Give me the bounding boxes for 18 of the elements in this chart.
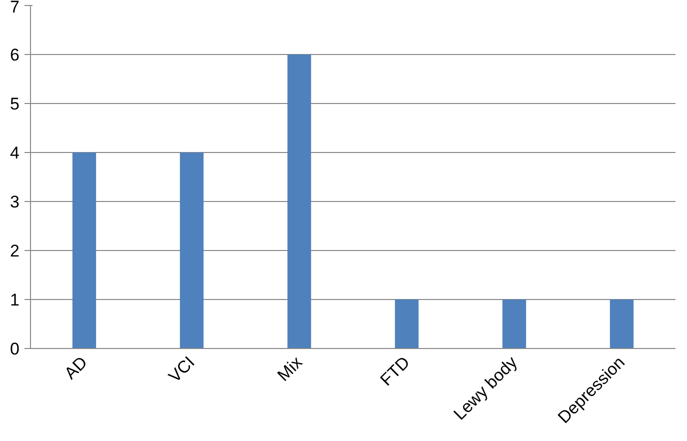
- bar: [610, 300, 634, 348]
- y-tick-label: 3: [10, 192, 20, 212]
- bar: [72, 152, 96, 348]
- y-tick-label: 5: [10, 94, 20, 114]
- x-tick-label: FTD: [376, 352, 414, 390]
- bar: [180, 152, 204, 348]
- y-tick-label: 6: [10, 46, 20, 64]
- bar: [287, 54, 312, 348]
- bar: [502, 300, 526, 348]
- y-tick-label: 2: [10, 242, 20, 260]
- x-tick-label: VCI: [164, 352, 198, 386]
- bar: [394, 300, 419, 348]
- x-tick-label: AD: [60, 352, 91, 383]
- x-tick-label: Mix: [274, 352, 306, 385]
- y-tick-label: 0: [10, 340, 20, 358]
- y-tick-label: 4: [10, 144, 20, 162]
- y-tick-label: 1: [10, 290, 20, 310]
- y-tick-label: 7: [10, 0, 20, 16]
